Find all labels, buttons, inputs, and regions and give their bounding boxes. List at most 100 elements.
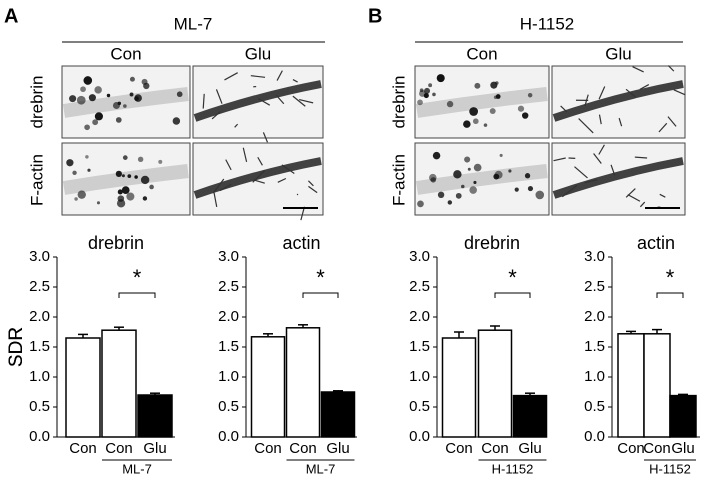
spine (464, 156, 471, 163)
bar (101, 329, 137, 438)
filopodium (598, 114, 602, 125)
spine (467, 167, 471, 171)
filopodium (639, 84, 650, 90)
dendrite (415, 87, 548, 118)
y-tick-label: 0.0 (218, 428, 239, 445)
y-tick-label: 0.5 (409, 398, 430, 415)
micrograph-detail (415, 151, 548, 208)
filopodium (627, 194, 641, 202)
group-label: H-1152 (492, 461, 534, 476)
spine (116, 199, 126, 208)
filopodium (234, 123, 239, 128)
spine (122, 155, 128, 160)
spine (77, 190, 86, 199)
group-label: ML-7 (122, 461, 152, 476)
filopodium (253, 179, 265, 184)
significance-bracket (494, 292, 531, 298)
panel-label: B (368, 5, 382, 27)
filopodium (610, 164, 616, 176)
spine (424, 87, 431, 94)
dendrite (62, 164, 189, 195)
spine (437, 191, 445, 199)
y-tick-label: 3.0 (409, 248, 430, 265)
filopodium (292, 79, 298, 83)
significance-label: * (508, 265, 517, 290)
spine (432, 92, 436, 97)
y-tick-label: 3.0 (218, 248, 239, 265)
chart-title: actin (282, 233, 320, 253)
spine (74, 197, 78, 201)
x-tick-label: Con (289, 440, 317, 457)
micrograph-detail (193, 147, 322, 221)
filopodium (262, 132, 269, 143)
spine (428, 83, 433, 88)
y-tick-label: 1.0 (409, 368, 430, 385)
y-tick-label: 2.5 (218, 278, 239, 295)
y-tick-label: 2.5 (584, 278, 605, 295)
filopodium (598, 144, 605, 155)
spine (419, 88, 424, 93)
spine (84, 124, 90, 131)
significance-bracket (302, 292, 339, 298)
image-row-label: F-actin (389, 154, 408, 206)
treatment-title: H-1152 (520, 14, 575, 33)
spine (446, 100, 454, 108)
spine (85, 155, 89, 159)
filopodium (658, 122, 668, 133)
filopodium (593, 153, 602, 164)
spine (432, 151, 441, 160)
spine (494, 170, 503, 179)
spine (508, 169, 512, 173)
spine (129, 76, 135, 82)
filopodium (553, 157, 566, 162)
micrograph-detail (62, 155, 189, 208)
spine (158, 159, 163, 164)
spine (473, 180, 477, 185)
filopodium (673, 89, 686, 96)
spine (417, 200, 424, 208)
image-column-label: Con (466, 44, 497, 63)
filopodium (574, 166, 588, 179)
spine (88, 94, 96, 102)
y-tick-label: 0.5 (584, 398, 605, 415)
filopodium (277, 177, 287, 183)
micrograph-detail (552, 144, 684, 208)
spine (474, 82, 481, 89)
y-tick-label: 2.0 (409, 308, 430, 325)
bar (320, 391, 356, 438)
bar (643, 333, 671, 438)
y-tick-label: 2.5 (409, 278, 430, 295)
filopodium (219, 183, 232, 192)
bar (477, 329, 513, 438)
bar (617, 333, 645, 438)
spine (80, 86, 86, 93)
filopodium (296, 193, 299, 196)
filopodium (242, 147, 248, 162)
filopodium (578, 118, 594, 134)
filopodium (584, 179, 598, 184)
filopodium (625, 88, 636, 98)
spine (490, 81, 498, 89)
y-tick-label: 2.5 (29, 278, 50, 295)
treatment-title: ML-7 (174, 14, 213, 33)
spine (66, 159, 74, 167)
chart-title: actin (637, 233, 675, 253)
filopodium (213, 192, 218, 207)
y-tick-label: 0.0 (29, 428, 50, 445)
spine (96, 201, 100, 205)
bar (137, 394, 173, 438)
image-row-label: F-actin (27, 154, 46, 206)
spine (140, 175, 150, 185)
spine (123, 104, 127, 108)
y-tick-label: 1.0 (218, 368, 239, 385)
bar (512, 394, 548, 438)
image-column-label: Glu (605, 44, 631, 63)
filopodium (281, 164, 295, 175)
spine (517, 105, 525, 112)
x-tick-label: Glu (671, 440, 694, 457)
filopodium (211, 111, 221, 120)
filopodium (250, 75, 266, 78)
dendrite (552, 157, 684, 199)
spine (106, 93, 111, 98)
y-tick-label: 1.5 (584, 338, 605, 355)
